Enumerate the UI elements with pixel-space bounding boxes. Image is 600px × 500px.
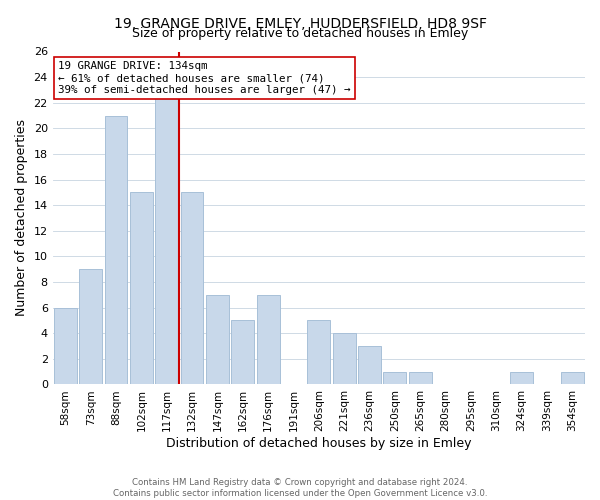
Y-axis label: Number of detached properties: Number of detached properties	[15, 120, 28, 316]
Text: Size of property relative to detached houses in Emley: Size of property relative to detached ho…	[132, 28, 468, 40]
Bar	[155, 90, 178, 384]
Bar	[181, 192, 203, 384]
Bar	[104, 116, 127, 384]
Text: 19 GRANGE DRIVE: 134sqm
← 61% of detached houses are smaller (74)
39% of semi-de: 19 GRANGE DRIVE: 134sqm ← 61% of detache…	[58, 62, 350, 94]
Text: 19, GRANGE DRIVE, EMLEY, HUDDERSFIELD, HD8 9SF: 19, GRANGE DRIVE, EMLEY, HUDDERSFIELD, H…	[113, 18, 487, 32]
Bar	[307, 320, 330, 384]
Bar	[358, 346, 381, 385]
Bar	[130, 192, 153, 384]
Bar	[206, 295, 229, 384]
Bar	[54, 308, 77, 384]
Bar	[257, 295, 280, 384]
Bar	[383, 372, 406, 384]
Bar	[333, 333, 356, 384]
Bar	[510, 372, 533, 384]
Bar	[561, 372, 584, 384]
X-axis label: Distribution of detached houses by size in Emley: Distribution of detached houses by size …	[166, 437, 472, 450]
Text: Contains HM Land Registry data © Crown copyright and database right 2024.
Contai: Contains HM Land Registry data © Crown c…	[113, 478, 487, 498]
Bar	[79, 269, 102, 384]
Bar	[232, 320, 254, 384]
Bar	[409, 372, 431, 384]
